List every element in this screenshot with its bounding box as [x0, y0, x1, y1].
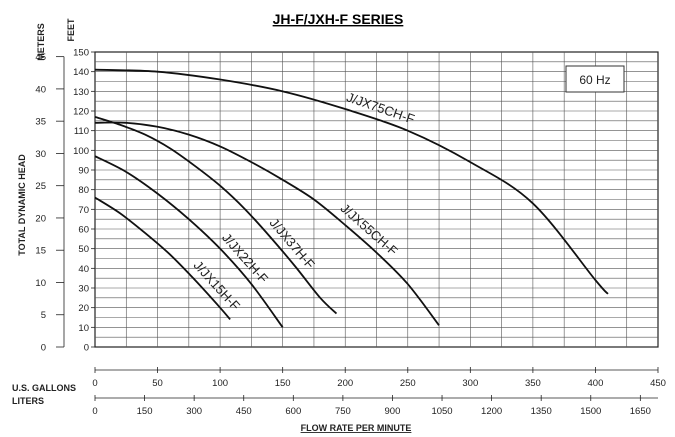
x-tick-liters: 750 — [335, 406, 351, 417]
x-tick-liters: 1200 — [481, 406, 502, 417]
y-tick-feet: 20 — [78, 303, 89, 314]
curves — [94, 68, 609, 328]
y-tick-meters: 40 — [35, 84, 46, 95]
y-tick-meters: 10 — [35, 278, 46, 289]
y-tick-feet: 100 — [73, 146, 89, 157]
y-tick-feet: 40 — [78, 264, 89, 275]
x-tick-gallons: 50 — [152, 378, 163, 389]
y-tick-meters: 15 — [35, 246, 46, 257]
y-axis-label: TOTAL DYNAMIC HEAD — [17, 154, 27, 256]
y-tick-feet: 10 — [78, 323, 89, 334]
x-tick-liters: 1050 — [431, 406, 452, 417]
x-tick-gallons: 400 — [588, 378, 604, 389]
y-tick-feet: 140 — [73, 67, 89, 78]
x-primary-unit: U.S. GALLONS — [12, 383, 76, 393]
curve-j-jx55ch-f — [94, 121, 440, 326]
x-tick-liters: 1500 — [580, 406, 601, 417]
y-tick-feet: 80 — [78, 185, 89, 196]
y-tick-meters: 5 — [41, 310, 46, 321]
x-tick-gallons: 350 — [525, 378, 541, 389]
y-tick-feet: 130 — [73, 87, 89, 98]
x-tick-liters: 450 — [236, 406, 252, 417]
y-tick-feet: 0 — [84, 343, 89, 354]
x-tick-gallons: 200 — [337, 378, 353, 389]
y-tick-feet: 50 — [78, 244, 89, 255]
frequency-badge: 60 Hz — [565, 65, 625, 93]
y-tick-feet: 110 — [74, 126, 89, 137]
y-right-unit: FEET — [66, 18, 76, 42]
y-tick-feet: 150 — [73, 48, 89, 59]
x-axis-label: FLOW RATE PER MINUTE — [301, 423, 412, 433]
x-tick-liters: 1650 — [630, 406, 651, 417]
y-tick-feet: 120 — [73, 107, 89, 118]
x-tick-gallons: 450 — [650, 378, 666, 389]
y-left-unit: METERS — [36, 23, 46, 61]
chart-title: JH-F/JXH-F SERIES — [273, 11, 404, 27]
curve-j-jx15h-f — [94, 196, 231, 321]
x-tick-gallons: 250 — [400, 378, 416, 389]
x-tick-gallons: 300 — [462, 378, 478, 389]
frequency-badge-text: 60 Hz — [579, 73, 610, 87]
y-tick-meters: 35 — [35, 117, 46, 128]
curve-j-jx75ch-f — [94, 68, 609, 295]
y-tick-feet: 60 — [78, 225, 89, 236]
x-tick-liters: 0 — [92, 406, 97, 417]
y-tick-meters: 30 — [35, 149, 46, 160]
x-tick-gallons: 150 — [275, 378, 291, 389]
x-tick-liters: 600 — [285, 406, 301, 417]
x-tick-liters: 150 — [137, 406, 153, 417]
y-tick-feet: 30 — [78, 284, 89, 295]
x-tick-gallons: 0 — [92, 378, 97, 389]
y-tick-feet: 90 — [78, 166, 89, 177]
y-tick-meters: 20 — [35, 213, 46, 224]
x-tick-liters: 1350 — [531, 406, 552, 417]
x-tick-gallons: 100 — [212, 378, 228, 389]
x-secondary-unit: LITERS — [12, 396, 44, 406]
curve-j-jx22h-f — [94, 155, 284, 328]
curve-j-jx37h-f — [94, 116, 338, 315]
x-tick-liters: 900 — [385, 406, 401, 417]
x-tick-liters: 300 — [186, 406, 202, 417]
grid — [94, 51, 659, 348]
y-ticks: 0 10 20 30 40 50 60 70 80 90 100 110 120 130 140 150 0 5 1… — [35, 48, 95, 354]
y-tick-meters: 25 — [35, 181, 46, 192]
x-ticks: 0 50 100 150 200 250 300 350 400 450 0 150 300 450 600… — [92, 367, 666, 417]
y-tick-meters: 0 — [41, 343, 46, 354]
y-tick-feet: 70 — [78, 205, 89, 216]
y-tick-meters: 45 — [35, 52, 46, 63]
